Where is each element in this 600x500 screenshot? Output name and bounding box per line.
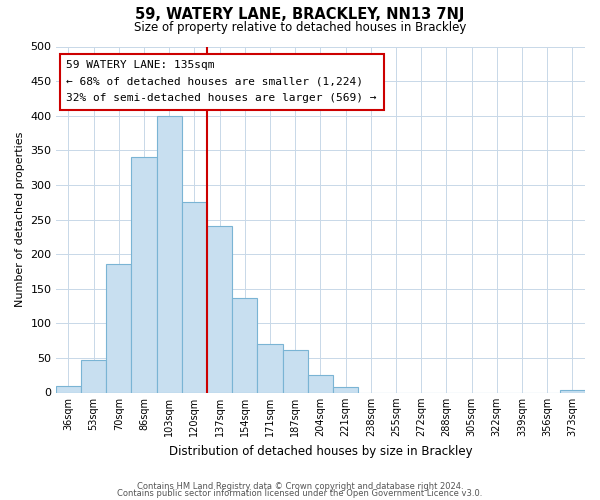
Bar [157, 116, 182, 392]
Bar [232, 298, 257, 392]
Text: Contains public sector information licensed under the Open Government Licence v3: Contains public sector information licen… [118, 490, 482, 498]
Bar [308, 374, 333, 392]
Bar [81, 360, 106, 392]
Text: Size of property relative to detached houses in Brackley: Size of property relative to detached ho… [134, 21, 466, 34]
Bar [257, 344, 283, 393]
Bar [182, 202, 207, 392]
Bar [131, 157, 157, 392]
Bar [207, 226, 232, 392]
Bar [106, 264, 131, 392]
Bar [560, 390, 585, 392]
X-axis label: Distribution of detached houses by size in Brackley: Distribution of detached houses by size … [169, 444, 472, 458]
Text: 59, WATERY LANE, BRACKLEY, NN13 7NJ: 59, WATERY LANE, BRACKLEY, NN13 7NJ [136, 8, 464, 22]
Bar [56, 386, 81, 392]
Bar [283, 350, 308, 393]
Bar [333, 387, 358, 392]
Text: Contains HM Land Registry data © Crown copyright and database right 2024.: Contains HM Land Registry data © Crown c… [137, 482, 463, 491]
Y-axis label: Number of detached properties: Number of detached properties [15, 132, 25, 307]
Text: 59 WATERY LANE: 135sqm
← 68% of detached houses are smaller (1,224)
32% of semi-: 59 WATERY LANE: 135sqm ← 68% of detached… [67, 60, 377, 103]
